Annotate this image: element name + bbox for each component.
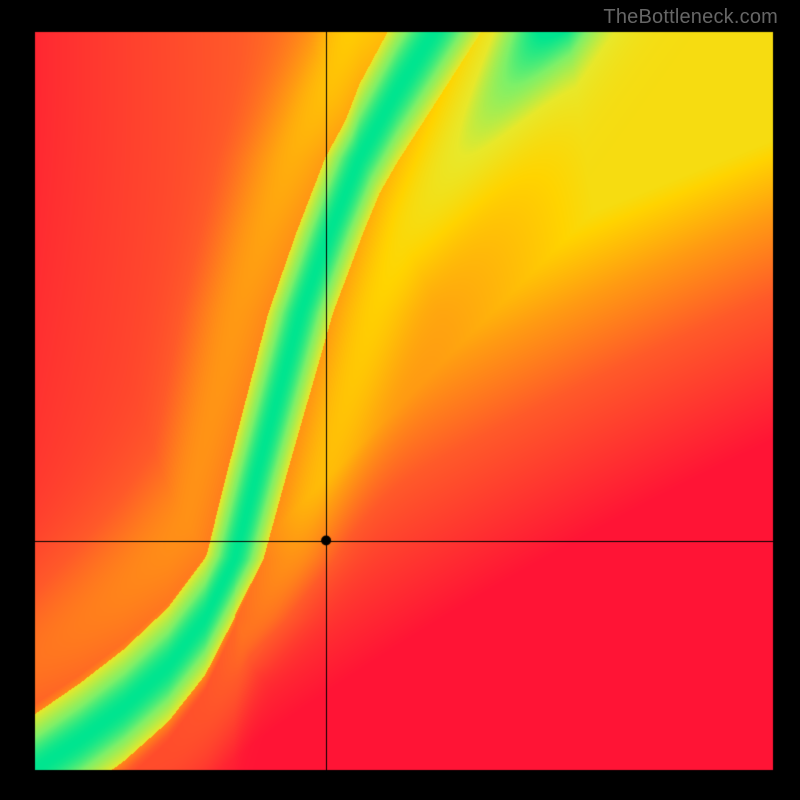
heatmap-canvas bbox=[0, 0, 800, 800]
watermark-text: TheBottleneck.com bbox=[603, 6, 778, 29]
figure-container: TheBottleneck.com bbox=[0, 0, 800, 800]
